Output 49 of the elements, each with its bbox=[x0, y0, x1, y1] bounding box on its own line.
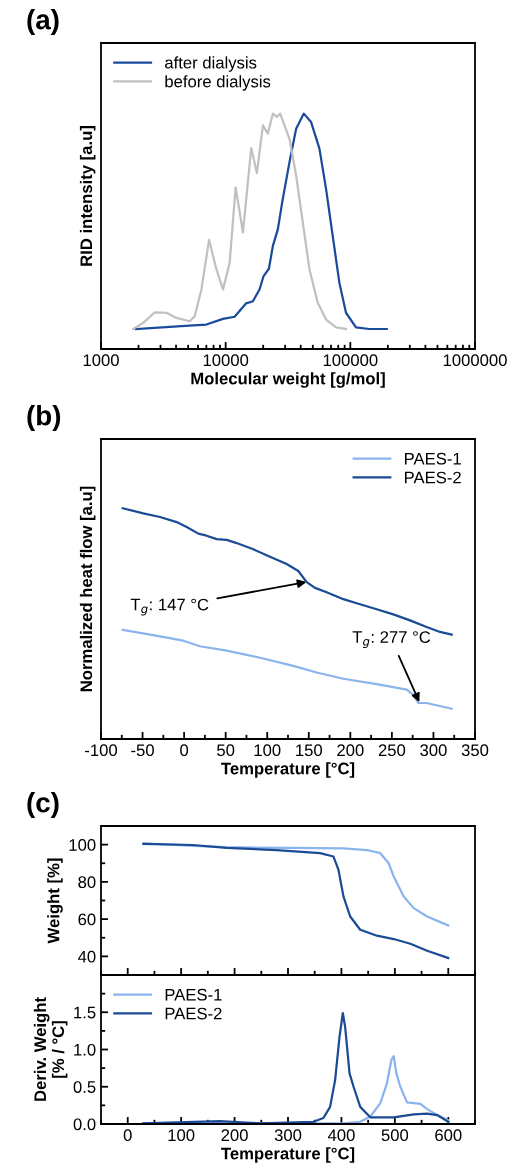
legend-label: before dialysis bbox=[165, 75, 271, 91]
x-axis-title: Temperature [°C] bbox=[221, 762, 355, 778]
y-axis-title: Weight [%] bbox=[47, 858, 63, 944]
legend-label: PAES-1 bbox=[165, 988, 222, 1001]
x-tick-label: 100 bbox=[254, 744, 281, 757]
line-series bbox=[142, 842, 450, 927]
x-tick-label: 200 bbox=[221, 1129, 248, 1142]
y-tick-label: 40 bbox=[77, 950, 96, 963]
x-tick-label: 250 bbox=[378, 744, 406, 757]
y-axis-title: Deriv. Weight [% / °C] bbox=[33, 997, 68, 1101]
x-tick-label: 50 bbox=[217, 744, 235, 757]
y-tick-label: 1.5 bbox=[74, 1006, 96, 1019]
x-axis-title: Molecular weight [g/mol] bbox=[191, 372, 385, 388]
x-tick-label: 100 bbox=[168, 1129, 195, 1142]
y-axis-title: RID intensity [a.u] bbox=[79, 126, 96, 266]
x-tick-label: 1000 bbox=[83, 354, 119, 367]
line-series bbox=[142, 842, 450, 960]
legend-label: PAES-2 bbox=[165, 1007, 222, 1020]
x-tick-label: -100 bbox=[85, 744, 118, 757]
x-tick-label: 0 bbox=[180, 744, 189, 757]
x-tick-label: 100000 bbox=[323, 354, 378, 367]
x-tick-label: 300 bbox=[420, 744, 447, 757]
legend-label: PAES-2 bbox=[404, 471, 461, 484]
annotation: T$_{g}$: 147 °C bbox=[130, 598, 209, 616]
x-tick-label: 0 bbox=[123, 1129, 132, 1142]
x-tick-label: 400 bbox=[327, 1129, 355, 1142]
x-tick-label: -50 bbox=[131, 744, 154, 757]
x-tick-label: 500 bbox=[381, 1129, 409, 1142]
x-axis-title: Temperature [°C] bbox=[221, 1147, 355, 1163]
y-tick-label: 1.0 bbox=[74, 1043, 96, 1056]
chart-title: (a) bbox=[27, 9, 59, 35]
x-tick-label: 200 bbox=[337, 744, 364, 757]
x-tick-label: 10000 bbox=[203, 354, 249, 367]
chart-title: (b) bbox=[27, 405, 61, 431]
y-tick-label: 100 bbox=[69, 839, 96, 851]
y-tick-label: 60 bbox=[78, 913, 96, 926]
x-tick-label: 600 bbox=[435, 1129, 462, 1142]
x-tick-label: 150 bbox=[296, 744, 323, 757]
legend-label: after dialysis bbox=[165, 56, 257, 72]
legend-label: PAES-1 bbox=[404, 452, 461, 465]
x-tick-label: 1000000 bbox=[443, 354, 507, 367]
y-tick-label: 0.0 bbox=[73, 1118, 96, 1131]
chart-title: (c) bbox=[27, 792, 59, 818]
x-tick-label: 300 bbox=[274, 1129, 302, 1142]
x-tick-label: 350 bbox=[461, 744, 489, 757]
y-tick-label: 80 bbox=[78, 876, 96, 889]
annotation: T$_{g}$: 277 °C bbox=[352, 631, 431, 648]
y-tick-label: 0.5 bbox=[73, 1081, 96, 1093]
y-axis-title: Normalized heat flow [a.u] bbox=[79, 486, 96, 692]
